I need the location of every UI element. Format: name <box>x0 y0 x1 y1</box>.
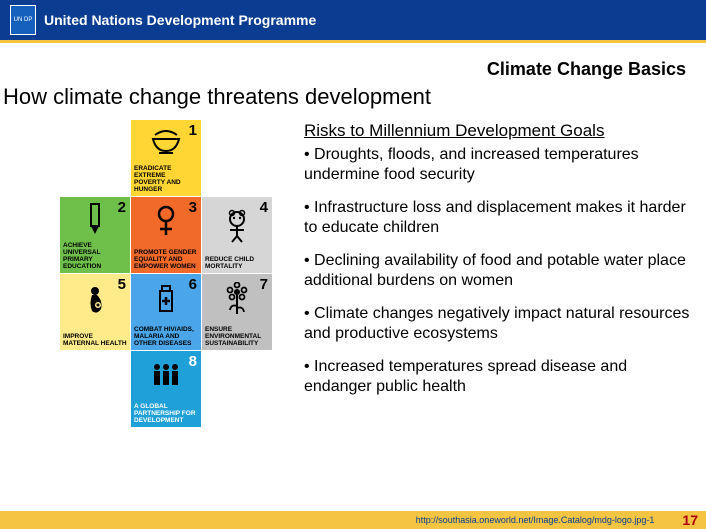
mdg-3-cap: PROMOTE GENDER EQUALITY AND EMPOWER WOME… <box>131 247 201 273</box>
mdg-6-num: 6 <box>189 276 197 293</box>
mdg-3-num: 3 <box>189 199 197 216</box>
mdg-6-cap: COMBAT HIV/AIDS, MALARIA AND OTHER DISEA… <box>131 324 201 350</box>
mdg-8-cap: A GLOBAL PARTNERSHIP FOR DEVELOPMENT <box>131 401 201 427</box>
mdg-8: 8 A GLOBAL PARTNERSHIP FOR DEVELOPMENT <box>131 351 201 427</box>
mdg-empty2 <box>202 120 272 196</box>
risk-item-3: • Declining availability of food and pot… <box>304 251 696 292</box>
mdg-7-num: 7 <box>260 276 268 293</box>
mdg-empty3 <box>60 351 130 427</box>
mdg-4-cap: REDUCE CHILD MORTALITY <box>202 254 272 273</box>
mdg-5-cap: IMPROVE MATERNAL HEALTH <box>60 331 130 350</box>
header-bar: UN DP United Nations Development Program… <box>0 0 706 40</box>
risk-item-4: • Climate changes negatively impact natu… <box>304 304 696 345</box>
mdg-empty4 <box>202 351 272 427</box>
mdg-2: 2 ACHIEVE UNIVERSAL PRIMARY EDUCATION <box>60 197 130 273</box>
mdg-5: 5 IMPROVE MATERNAL HEALTH <box>60 274 130 350</box>
mdg-grid-wrap: 1 ERADICATE EXTREME POVERTY AND HUNGER 2… <box>60 120 290 427</box>
slide-title: How climate change threatens development <box>0 84 706 116</box>
mdg-6: 6 COMBAT HIV/AIDS, MALARIA AND OTHER DIS… <box>131 274 201 350</box>
page-number: 17 <box>682 512 698 528</box>
mdg-4-num: 4 <box>260 199 268 216</box>
mdg-5-num: 5 <box>118 276 126 293</box>
mdg-1: 1 ERADICATE EXTREME POVERTY AND HUNGER <box>131 120 201 196</box>
mdg-3: 3 PROMOTE GENDER EQUALITY AND EMPOWER WO… <box>131 197 201 273</box>
mdg-7-cap: ENSURE ENVIRONMENTAL SUSTAINABILITY <box>202 324 272 350</box>
mdg-8-num: 8 <box>189 353 197 370</box>
header-title: United Nations Development Programme <box>44 12 316 28</box>
mdg-empty <box>60 120 130 196</box>
footer-bar: http://southasia.oneworld.net/Image.Cata… <box>0 511 706 529</box>
mdg-2-cap: ACHIEVE UNIVERSAL PRIMARY EDUCATION <box>60 240 130 273</box>
risk-item-5: • Increased temperatures spread disease … <box>304 357 696 398</box>
mdg-7: 7 ENSURE ENVIRONMENTAL SUSTAINABILITY <box>202 274 272 350</box>
mdg-1-num: 1 <box>189 122 197 139</box>
risk-item-2: • Infrastructure loss and displacement m… <box>304 198 696 239</box>
undp-logo-icon: UN DP <box>10 5 36 35</box>
mdg-2-num: 2 <box>118 199 126 216</box>
content-area: 1 ERADICATE EXTREME POVERTY AND HUNGER 2… <box>0 116 706 427</box>
slide-section-label: Climate Change Basics <box>0 43 706 84</box>
mdg-4: 4 REDUCE CHILD MORTALITY <box>202 197 272 273</box>
risk-item-1: • Droughts, floods, and increased temper… <box>304 145 696 186</box>
image-source-url: http://southasia.oneworld.net/Image.Cata… <box>416 515 655 525</box>
risks-heading: Risks to Millennium Development Goals <box>304 120 696 142</box>
mdg-grid: 1 ERADICATE EXTREME POVERTY AND HUNGER 2… <box>60 120 290 427</box>
mdg-1-cap: ERADICATE EXTREME POVERTY AND HUNGER <box>131 163 201 196</box>
risks-column: Risks to Millennium Development Goals • … <box>290 120 696 427</box>
